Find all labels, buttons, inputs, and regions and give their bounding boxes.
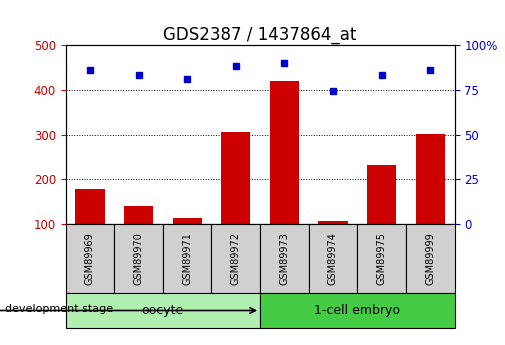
Bar — [406, 224, 454, 293]
Text: 1-cell embryo: 1-cell embryo — [314, 304, 400, 317]
Text: GSM89973: GSM89973 — [279, 232, 289, 285]
Bar — [163, 224, 212, 293]
Bar — [212, 224, 260, 293]
Bar — [75, 189, 105, 269]
Text: GSM89971: GSM89971 — [182, 232, 192, 285]
Text: development stage: development stage — [5, 304, 113, 314]
Bar — [270, 81, 299, 269]
Title: GDS2387 / 1437864_at: GDS2387 / 1437864_at — [164, 26, 357, 43]
Bar — [173, 218, 202, 269]
Text: GSM89974: GSM89974 — [328, 232, 338, 285]
Text: GSM89972: GSM89972 — [231, 232, 241, 285]
Bar — [114, 224, 163, 293]
Bar — [367, 165, 396, 269]
Text: GSM89969: GSM89969 — [85, 233, 95, 285]
Bar — [309, 224, 357, 293]
Bar — [358, 224, 406, 293]
Bar — [260, 224, 309, 293]
Bar — [319, 221, 347, 269]
Text: GSM89975: GSM89975 — [377, 232, 387, 285]
Bar — [416, 134, 445, 269]
Text: GSM89999: GSM89999 — [425, 233, 435, 285]
Bar — [221, 132, 250, 269]
Text: oocyte: oocyte — [142, 304, 184, 317]
Text: GSM89970: GSM89970 — [133, 232, 143, 285]
Bar — [66, 293, 260, 328]
Bar — [66, 224, 114, 293]
Bar — [260, 293, 454, 328]
Bar — [124, 206, 153, 269]
